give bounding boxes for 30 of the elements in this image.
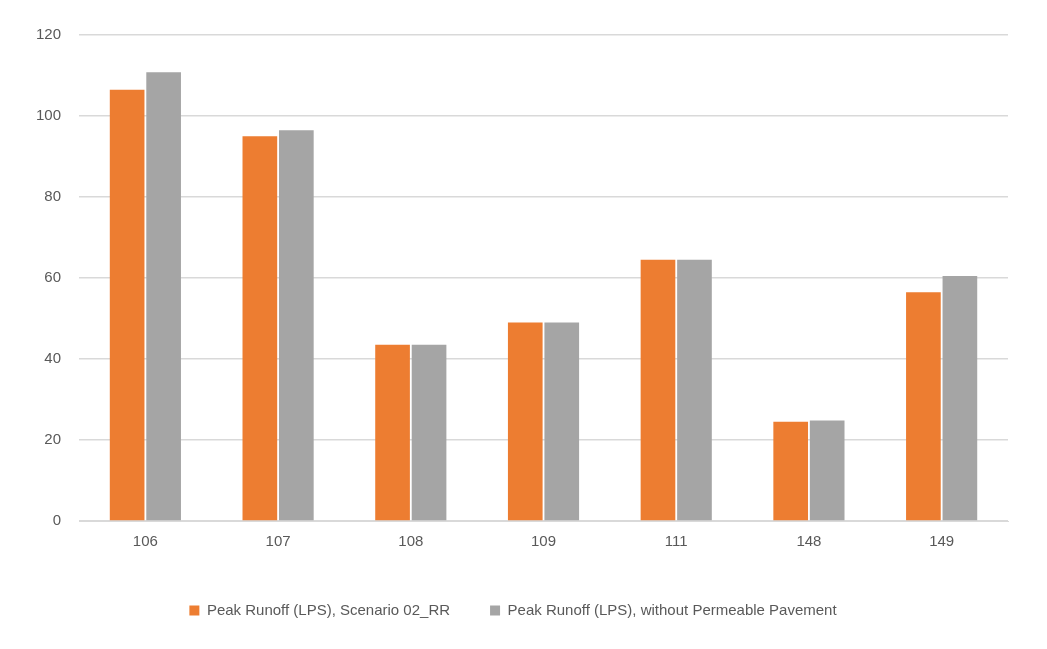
bar (109, 89, 145, 521)
x-tick-label: 107 (265, 532, 291, 550)
bar (279, 130, 314, 521)
bar (677, 259, 712, 521)
x-tick-label: 149 (929, 532, 955, 550)
x-tick-label: 106 (132, 532, 158, 550)
y-tick-label: 60 (44, 268, 62, 286)
y-tick-label: 80 (44, 187, 62, 205)
bar (375, 344, 410, 521)
bar (242, 136, 278, 521)
bar (809, 420, 845, 521)
bar (906, 292, 941, 521)
bar (146, 72, 181, 521)
bar (640, 259, 676, 521)
y-tick-label: 120 (36, 25, 62, 43)
x-tick-label: 148 (796, 532, 822, 550)
bar (544, 322, 580, 521)
x-tick-label: 111 (664, 532, 688, 550)
legend-label: Peak Runoff (LPS), Scenario 02_RR (206, 600, 451, 618)
y-tick-label: 40 (44, 349, 62, 367)
x-tick-label: 108 (398, 532, 424, 550)
x-tick-label: 109 (531, 532, 557, 550)
bar (411, 344, 447, 521)
bar (942, 275, 978, 521)
y-tick-label: 100 (36, 106, 62, 124)
legend-label: Peak Runoff (LPS), without Permeable Pavement (507, 600, 838, 618)
y-tick-label: 0 (52, 511, 62, 529)
bar (507, 322, 543, 521)
y-tick-label: 20 (44, 430, 62, 448)
bar (773, 421, 809, 521)
